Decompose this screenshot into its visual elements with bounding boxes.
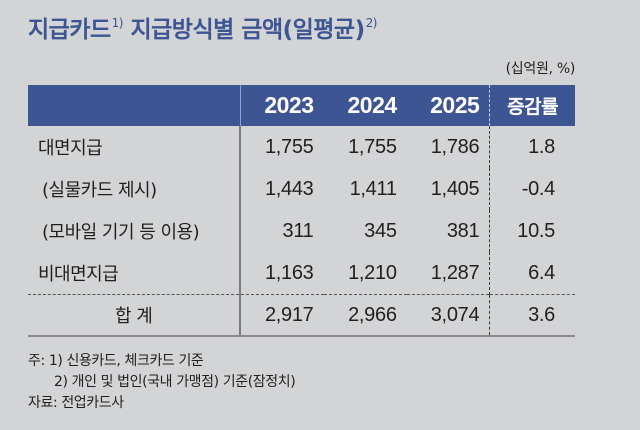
cell-value: 1,411 xyxy=(349,177,397,200)
cell-value: 1,755 xyxy=(239,126,324,168)
row-label: 대면지급 xyxy=(38,138,103,159)
cell-value: 1,210 xyxy=(348,261,397,284)
cell-rate: 6.4 xyxy=(489,252,575,295)
cell-value: 1,786 xyxy=(430,135,480,158)
title-footnote-2: 2) xyxy=(365,16,378,30)
header-year-2023: 2023 xyxy=(239,85,324,126)
cell-value: 345 xyxy=(364,219,397,242)
cell-rate: -0.4 xyxy=(489,168,575,210)
data-table: 2023 2024 2025 증감률 대면지급 1,755 1,755 1,78… xyxy=(28,85,575,337)
source-note: 자료: 전업카드사 xyxy=(28,395,124,411)
header-year-2024: 2024 xyxy=(323,85,407,126)
title-text: 지급카드 xyxy=(28,17,111,43)
table-row: 대면지급 1,755 1,755 1,786 1.8 xyxy=(28,126,575,168)
cell-value: 311 xyxy=(239,210,324,252)
header-row: 2023 2024 2025 증감률 xyxy=(28,85,575,126)
table-row: 비대면지급 1,163 1,210 1,287 6.4 xyxy=(28,252,575,295)
cell-value: 1,163 xyxy=(239,252,324,295)
header-year-2025: 2025 xyxy=(406,85,490,126)
cell-rate: 10.5 xyxy=(489,210,575,252)
cell-value: 381 xyxy=(446,219,480,242)
title-text-2: 지급방식별 금액(일평균) xyxy=(122,17,365,43)
cell-rate: 1.8 xyxy=(489,126,575,168)
row-label: (모바일 기기 등 이용) xyxy=(42,222,200,243)
footnotes: 주: 1) 신용카드, 체크카드 기준 2) 개인 및 법인(국내 가맹점) 기… xyxy=(28,351,296,414)
row-label: 비대면지급 xyxy=(38,264,119,285)
cell-value: 1,405 xyxy=(430,177,480,200)
total-rate: 3.6 xyxy=(489,294,575,337)
header-rate: 증감률 xyxy=(489,85,575,126)
table-row: (실물카드 제시) 1,443 1,411 1,405 -0.4 xyxy=(28,168,575,210)
total-row: 합 계 2,917 2,966 3,074 3.6 xyxy=(28,294,575,337)
cell-value: 1,287 xyxy=(430,261,480,284)
row-label: (실물카드 제시) xyxy=(42,180,157,201)
title-footnote-1: 1) xyxy=(111,16,124,30)
footnote-2: 2) 개인 및 법인(국내 가맹점) 기준(잠정치) xyxy=(54,374,296,390)
table-row: (모바일 기기 등 이용) 311 345 381 10.5 xyxy=(28,210,575,252)
total-value: 2,917 xyxy=(239,294,324,337)
cell-value: 1,755 xyxy=(348,135,397,158)
footnote-1: 주: 1) 신용카드, 체크카드 기준 xyxy=(28,353,204,369)
total-value: 3,074 xyxy=(406,294,490,337)
cell-value: 1,443 xyxy=(239,168,324,210)
unit-label: (십억원, %) xyxy=(505,61,576,77)
header-label xyxy=(28,85,241,126)
total-label: 합 계 xyxy=(28,294,241,337)
total-value: 2,966 xyxy=(323,294,407,337)
table-title: 지급카드1) 지급방식별 금액(일평균)2) xyxy=(28,10,377,44)
